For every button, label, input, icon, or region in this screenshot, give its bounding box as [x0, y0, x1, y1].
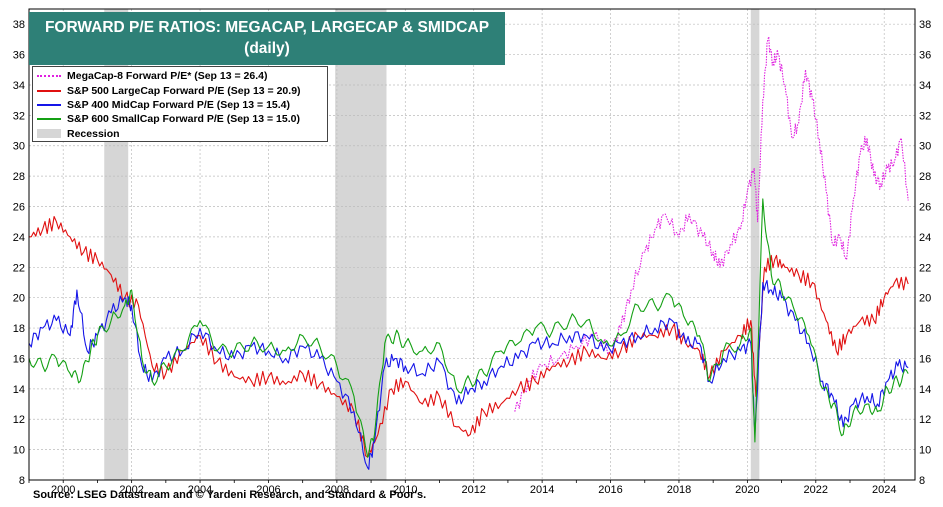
y-tick-left-14: 14	[13, 384, 25, 396]
x-tick-2012: 2012	[461, 484, 485, 496]
y-tick-right-32: 32	[919, 110, 931, 122]
y-tick-right-34: 34	[919, 80, 931, 92]
y-tick-left-20: 20	[13, 293, 25, 305]
legend-label-largecap: S&P 500 LargeCap Forward P/E (Sep 13 = 2…	[67, 84, 301, 97]
legend-item-recession: Recession	[37, 127, 323, 141]
chart-legend: MegaCap-8 Forward P/E* (Sep 13 = 26.4) S…	[32, 66, 328, 142]
x-tick-2008: 2008	[325, 484, 349, 496]
y-tick-left-18: 18	[13, 323, 25, 335]
source-note: Source: LSEG Datastream and © Yardeni Re…	[33, 489, 427, 501]
y-tick-right-14: 14	[919, 384, 931, 396]
plot-border	[28, 8, 916, 481]
legend-label-recession: Recession	[67, 127, 120, 140]
legend-swatch-recession	[37, 129, 61, 139]
legend-swatch-midcap	[37, 103, 61, 106]
series-line-0	[514, 36, 909, 412]
y-tick-left-10: 10	[13, 445, 25, 457]
legend-item-largecap: S&P 500 LargeCap Forward P/E (Sep 13 = 2…	[37, 83, 323, 97]
y-tick-right-22: 22	[919, 262, 931, 274]
recession-band-1	[335, 9, 387, 480]
x-tick-2004: 2004	[188, 484, 212, 496]
legend-item-megacap: MegaCap-8 Forward P/E* (Sep 13 = 26.4)	[37, 69, 323, 83]
y-tick-right-36: 36	[919, 50, 931, 62]
x-tick-2020: 2020	[735, 484, 759, 496]
y-tick-left-36: 36	[13, 50, 25, 62]
legend-label-megacap: MegaCap-8 Forward P/E* (Sep 13 = 26.4)	[67, 70, 268, 83]
y-tick-right-12: 12	[919, 414, 931, 426]
x-tick-2014: 2014	[530, 484, 554, 496]
y-tick-left-16: 16	[13, 353, 25, 365]
chart-subtitle: (daily)	[244, 40, 290, 57]
y-tick-right-38: 38	[919, 19, 931, 31]
x-tick-2006: 2006	[256, 484, 280, 496]
y-tick-right-26: 26	[919, 202, 931, 214]
x-tick-2018: 2018	[667, 484, 691, 496]
y-tick-right-30: 30	[919, 141, 931, 153]
y-tick-left-38: 38	[13, 19, 25, 31]
chart-title: FORWARD P/E RATIOS: MEGACAP, LARGECAP & …	[44, 19, 490, 36]
legend-swatch-largecap	[37, 89, 61, 92]
y-tick-right-24: 24	[919, 232, 931, 244]
y-tick-right-28: 28	[919, 171, 931, 183]
chart-title-box: FORWARD P/E RATIOS: MEGACAP, LARGECAP & …	[29, 12, 505, 65]
legend-label-smallcap: S&P 600 SmallCap Forward P/E (Sep 13 = 1…	[67, 113, 300, 126]
x-tick-2022: 2022	[804, 484, 828, 496]
x-tick-2024: 2024	[872, 484, 896, 496]
x-tick-2000: 2000	[51, 484, 75, 496]
y-tick-left-24: 24	[13, 232, 25, 244]
legend-swatch-megacap	[37, 75, 61, 78]
recession-band-2	[750, 9, 760, 480]
y-tick-right-10: 10	[919, 445, 931, 457]
x-tick-2002: 2002	[119, 484, 143, 496]
y-tick-left-30: 30	[13, 141, 25, 153]
y-tick-left-12: 12	[13, 414, 25, 426]
y-tick-left-26: 26	[13, 202, 25, 214]
series-line-1	[28, 215, 909, 458]
legend-item-smallcap: S&P 600 SmallCap Forward P/E (Sep 13 = 1…	[37, 112, 323, 126]
y-tick-left-8: 8	[19, 475, 25, 487]
x-tick-2016: 2016	[598, 484, 622, 496]
y-tick-left-32: 32	[13, 110, 25, 122]
y-tick-left-34: 34	[13, 80, 25, 92]
legend-item-midcap: S&P 400 MidCap Forward P/E (Sep 13 = 15.…	[37, 98, 323, 112]
y-tick-right-8: 8	[919, 475, 925, 487]
x-tick-2010: 2010	[393, 484, 417, 496]
y-tick-right-16: 16	[919, 353, 931, 365]
y-tick-right-20: 20	[919, 293, 931, 305]
y-tick-left-22: 22	[13, 262, 25, 274]
legend-swatch-smallcap	[37, 118, 61, 121]
series-line-3	[28, 198, 909, 458]
y-tick-left-28: 28	[13, 171, 25, 183]
legend-label-midcap: S&P 400 MidCap Forward P/E (Sep 13 = 15.…	[67, 98, 291, 111]
y-tick-right-18: 18	[919, 323, 931, 335]
